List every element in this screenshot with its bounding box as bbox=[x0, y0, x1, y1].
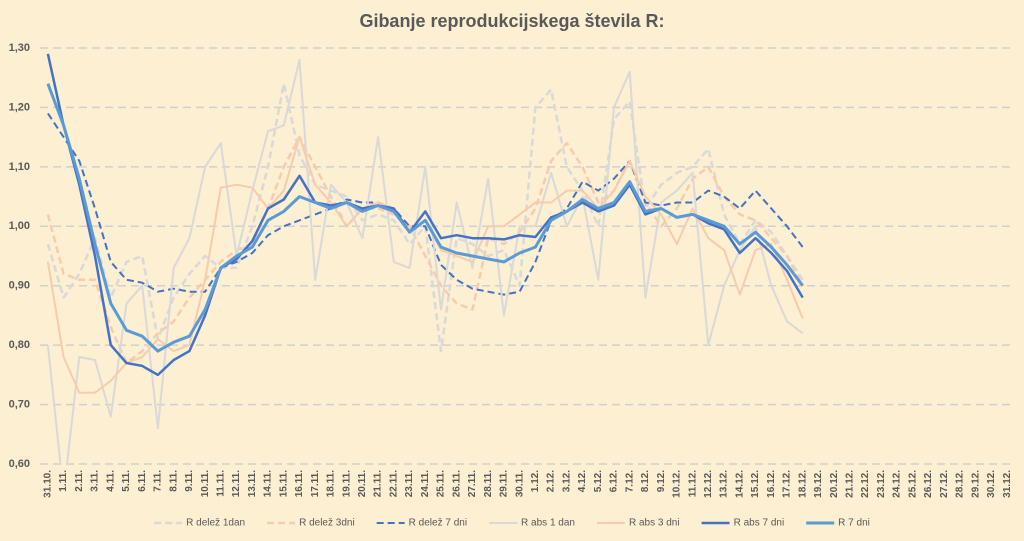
x-tick-label: 21.11. bbox=[373, 470, 384, 497]
y-tick-label: 0,90 bbox=[9, 280, 30, 292]
x-tick-label: 10.12. bbox=[672, 470, 683, 498]
x-tick-label: 4.12. bbox=[577, 470, 588, 492]
x-tick-label: 2.12. bbox=[546, 470, 557, 492]
x-tick-label: 26.12. bbox=[923, 470, 934, 498]
x-tick-label: 2.11. bbox=[74, 470, 85, 492]
legend-item: R delež 1dan bbox=[154, 518, 245, 529]
x-tick-label: 20.12. bbox=[829, 470, 840, 498]
x-tick-label: 3.12. bbox=[561, 470, 572, 492]
x-tick-label: 27.11. bbox=[467, 470, 478, 497]
legend-item: R abs 7 dni bbox=[701, 518, 785, 529]
x-tick-label: 18.12. bbox=[797, 470, 808, 498]
x-tick-label: 12.12. bbox=[703, 470, 714, 498]
x-tick-label: 6.11. bbox=[137, 470, 148, 492]
x-tick-label: 18.11. bbox=[326, 470, 337, 497]
x-tick-label: 16.12. bbox=[766, 470, 777, 498]
series-line bbox=[46, 83, 804, 353]
x-tick-label: 28.12. bbox=[955, 470, 966, 498]
y-tick-label: 0,70 bbox=[9, 398, 30, 410]
x-tick-label: 29.11. bbox=[499, 470, 510, 497]
x-tick-label: 11.12. bbox=[687, 470, 698, 497]
x-tick-label: 7.12. bbox=[624, 470, 635, 492]
x-tick-label: 22.11. bbox=[388, 470, 399, 497]
chart-title: Gibanje reprodukcijskega števila R: bbox=[359, 11, 664, 31]
legend-item: R delež 3dni bbox=[267, 518, 355, 529]
legend-item: R delež 7 dni bbox=[376, 518, 467, 529]
legend-label: R abs 3 dni bbox=[629, 518, 680, 529]
legend-label: R abs 1 dan bbox=[521, 518, 575, 529]
x-tick-label: 14.11. bbox=[263, 470, 274, 497]
x-tick-label: 12.11. bbox=[231, 470, 242, 497]
legend-label: R delež 1dan bbox=[186, 518, 245, 529]
series-line bbox=[47, 112, 804, 296]
legend: R delež 1dan R delež 3dni R delež 7 dni R a… bbox=[154, 518, 870, 529]
x-tick-label: 19.12. bbox=[813, 470, 824, 498]
x-tick-label: 15.12. bbox=[750, 470, 761, 498]
x-tick-label: 31.10. bbox=[43, 470, 54, 498]
x-tick-label: 28.11. bbox=[483, 470, 494, 497]
plot-area bbox=[46, 53, 804, 464]
series-line bbox=[46, 135, 804, 365]
x-tick-label: 22.12. bbox=[860, 470, 871, 498]
x-tick-label: 17.12. bbox=[782, 470, 793, 498]
x-tick-label: 8.12. bbox=[640, 470, 651, 492]
x-tick-label: 25.11. bbox=[436, 470, 447, 497]
x-tick-label: 23.12. bbox=[876, 470, 887, 498]
y-tick-label: 0,60 bbox=[9, 458, 30, 470]
x-tick-label: 5.11. bbox=[121, 470, 132, 492]
x-tick-label: 26.11. bbox=[451, 470, 462, 497]
x-tick-label: 6.12. bbox=[609, 470, 620, 492]
x-tick-label: 1.12. bbox=[530, 470, 541, 492]
x-tick-label: 31.12. bbox=[1002, 470, 1013, 498]
x-tick-label: 24.11. bbox=[420, 470, 431, 497]
x-tick-label: 9.11. bbox=[184, 470, 195, 492]
x-tick-label: 27.12. bbox=[939, 470, 950, 498]
y-tick-label: 1,10 bbox=[9, 161, 30, 173]
legend-label: R delež 3dni bbox=[299, 518, 355, 529]
legend-label: R delež 7 dni bbox=[409, 518, 467, 529]
y-tick-label: 0,80 bbox=[9, 339, 30, 351]
x-tick-label: 1.11. bbox=[58, 470, 69, 492]
x-tick-label: 24.12. bbox=[892, 470, 903, 498]
legend-label: R abs 7 dni bbox=[734, 518, 785, 529]
x-tick-label: 13.11. bbox=[247, 470, 258, 497]
x-tick-label: 4.11. bbox=[105, 470, 116, 492]
x-tick-label: 21.12. bbox=[845, 470, 856, 498]
x-tick-label: 3.11. bbox=[90, 470, 101, 492]
x-tick-label: 8.11. bbox=[168, 470, 179, 492]
x-tick-label: 14.12. bbox=[734, 470, 745, 498]
x-tick-label: 10.11. bbox=[200, 470, 211, 497]
legend-item: R 7 dni bbox=[806, 518, 870, 529]
x-tick-label: 30.11. bbox=[514, 470, 525, 497]
x-tick-label: 5.12. bbox=[593, 470, 604, 492]
x-tick-label: 17.11. bbox=[310, 470, 321, 497]
legend-label: R 7 dni bbox=[838, 518, 870, 529]
x-tick-label: 11.11. bbox=[215, 470, 226, 497]
x-tick-label: 30.12. bbox=[986, 470, 997, 498]
legend-item: R abs 1 dan bbox=[489, 518, 575, 529]
x-tick-label: 9.12. bbox=[656, 470, 667, 492]
x-tick-label: 20.11. bbox=[357, 470, 368, 497]
x-tick-label: 16.11. bbox=[294, 470, 305, 497]
x-tick-label: 19.11. bbox=[341, 470, 352, 497]
x-tick-label: 7.11. bbox=[153, 470, 164, 492]
y-tick-label: 1,30 bbox=[9, 42, 30, 54]
y-tick-label: 1,00 bbox=[9, 220, 30, 232]
x-tick-label: 13.12. bbox=[719, 470, 730, 498]
x-tick-label: 15.11. bbox=[278, 470, 289, 497]
y-tick-label: 1,20 bbox=[9, 101, 30, 113]
x-tick-label: 23.11. bbox=[404, 470, 415, 497]
series-line bbox=[46, 58, 804, 464]
legend-item: R abs 3 dni bbox=[596, 518, 680, 529]
x-tick-label: 29.12. bbox=[970, 470, 981, 498]
x-tick-label: 25.12. bbox=[907, 470, 918, 498]
